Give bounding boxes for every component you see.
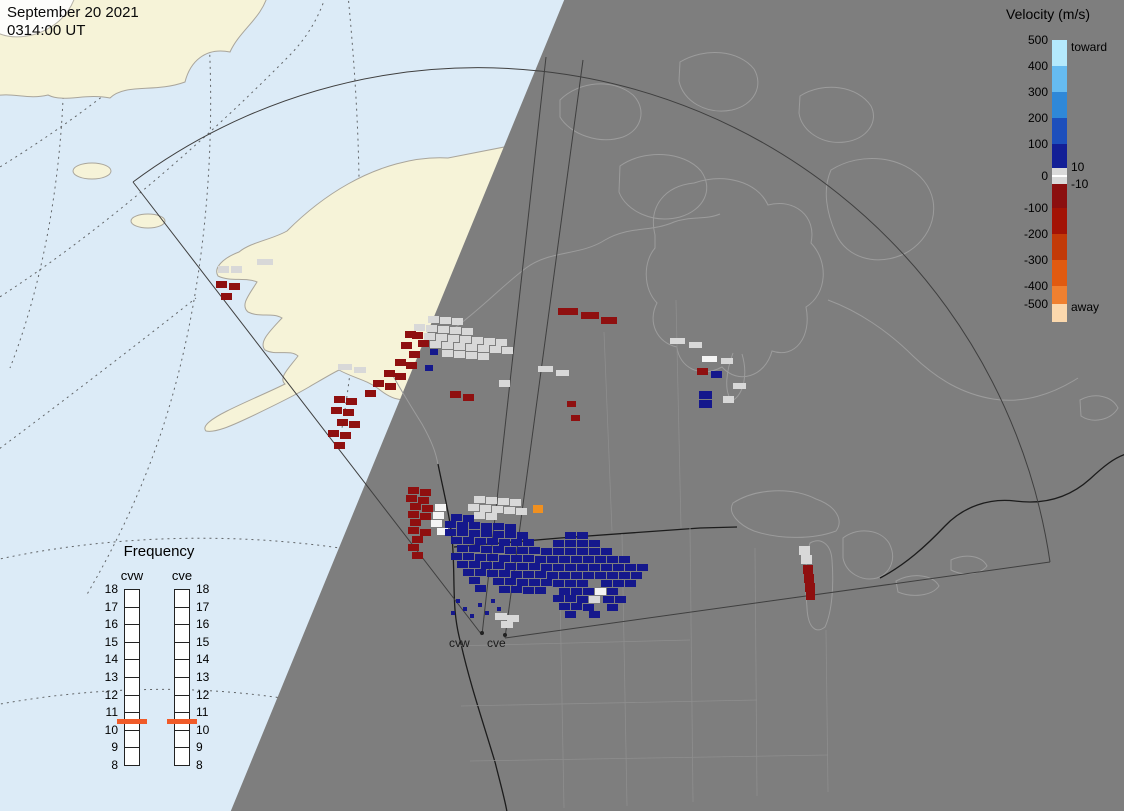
lake-huron — [842, 530, 893, 580]
radar-site-cve-marker — [503, 633, 507, 637]
radar-site-cvw-marker — [480, 631, 484, 635]
night-coastlines — [391, 52, 1119, 631]
island — [72, 162, 112, 180]
us-canada-border-east — [879, 454, 1124, 579]
lake-ontario — [950, 555, 988, 575]
time-label: 0314:00 UT — [7, 22, 86, 39]
island — [130, 213, 166, 229]
state-borders — [452, 299, 829, 809]
siberia-landmass — [0, 0, 267, 99]
timestamp: September 20 2021 0314:00 UT — [7, 4, 139, 40]
terminator-shadow — [230, 0, 1124, 811]
date-label: September 20 2021 — [7, 4, 139, 21]
lake-erie — [895, 575, 940, 596]
corner-ice-patch — [0, 0, 75, 38]
lake-superior — [731, 490, 840, 538]
